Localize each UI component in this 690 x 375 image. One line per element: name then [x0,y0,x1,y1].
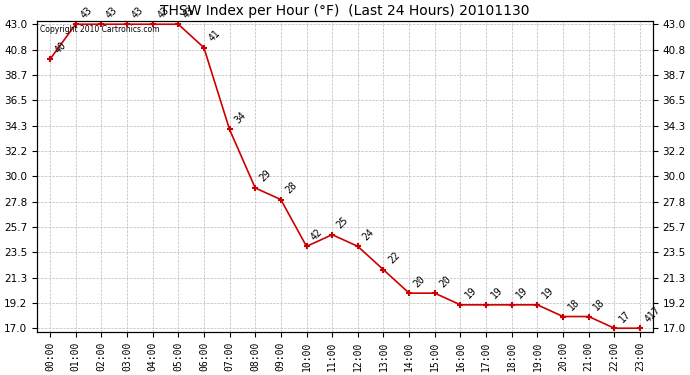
Text: 19: 19 [463,285,479,301]
Text: 43: 43 [79,4,94,20]
Text: 42: 42 [309,227,325,242]
Text: 19: 19 [489,285,504,301]
Text: 19: 19 [515,285,530,301]
Text: 18: 18 [591,297,607,312]
Text: 29: 29 [258,168,273,184]
Text: 19: 19 [540,285,555,301]
Text: 417: 417 [643,304,662,324]
Text: 24: 24 [361,227,376,242]
Text: 28: 28 [284,180,299,195]
Text: 43: 43 [155,4,170,20]
Text: 41: 41 [207,28,222,44]
Text: 20: 20 [437,274,453,289]
Text: Copyright 2010 Cartronics.com: Copyright 2010 Cartronics.com [40,26,159,34]
Text: 34: 34 [233,110,248,125]
Text: 20: 20 [412,274,427,289]
Text: 18: 18 [566,297,581,312]
Text: 43: 43 [104,4,119,20]
Text: 22: 22 [386,250,402,266]
Text: 17: 17 [617,309,633,324]
Text: 43: 43 [181,4,197,20]
Text: 40: 40 [52,40,68,55]
Title: THSW Index per Hour (°F)  (Last 24 Hours) 20101130: THSW Index per Hour (°F) (Last 24 Hours)… [160,4,530,18]
Text: 43: 43 [130,4,145,20]
Text: 25: 25 [335,215,351,231]
